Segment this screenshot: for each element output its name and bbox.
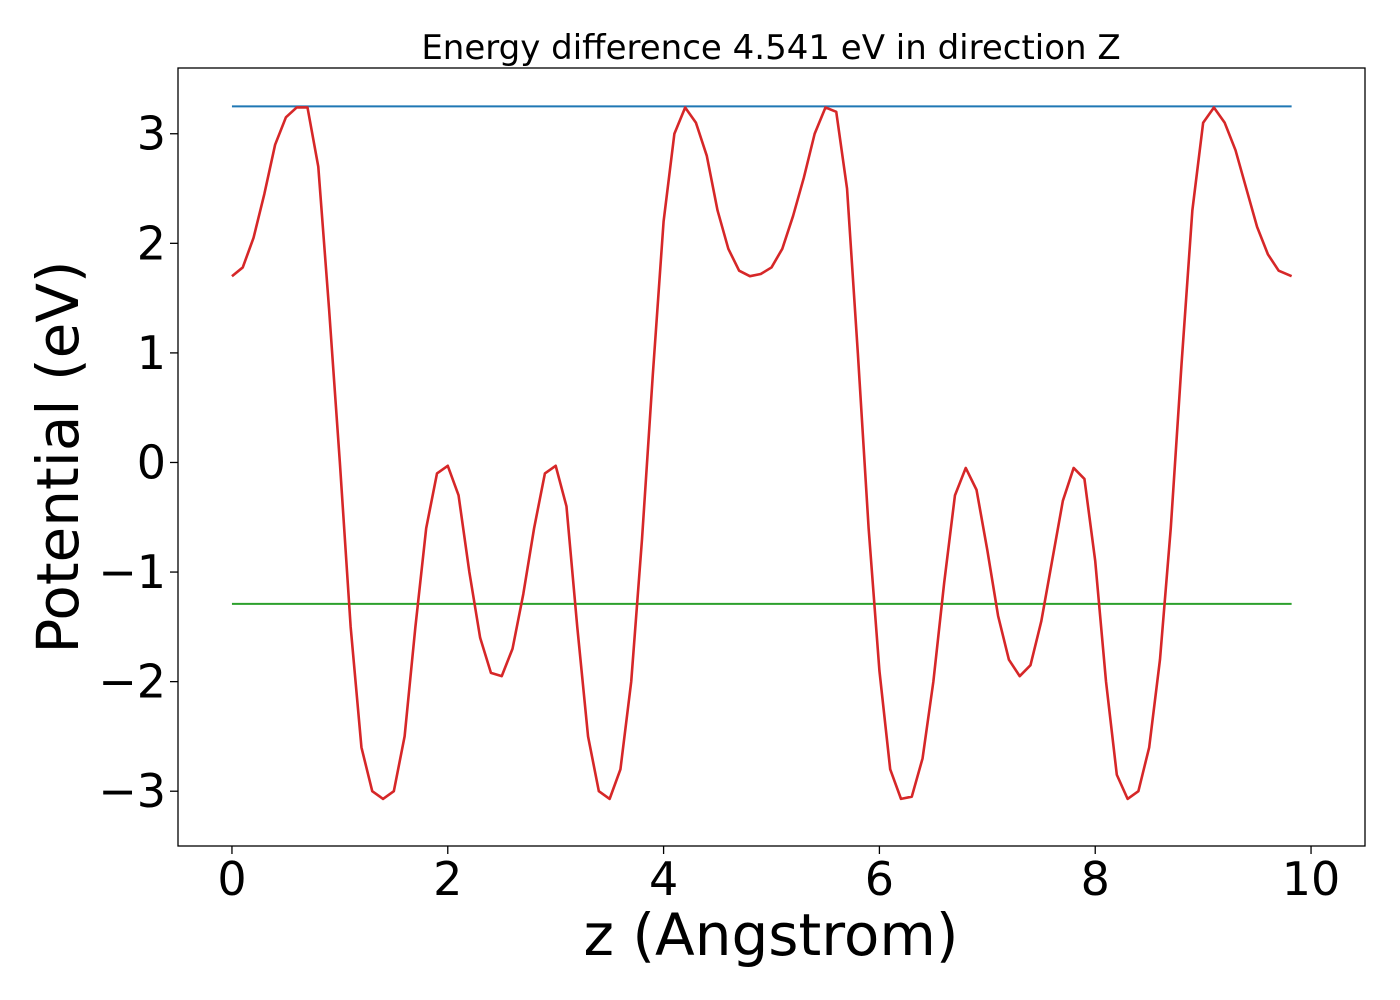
y-tick-label: 0	[137, 435, 166, 489]
x-axis-label: z (Angstrom)	[584, 901, 959, 969]
y-tick-label: −3	[98, 764, 166, 818]
plot-frame	[177, 67, 1366, 847]
x-axis-ticks: 0 2 4 6 8 10	[217, 846, 1340, 906]
series-layer	[231, 105, 1293, 801]
y-tick-label: 3	[137, 107, 166, 161]
x-tick-label: 10	[1282, 852, 1341, 906]
y-tick-label: −2	[98, 655, 166, 709]
chart-title: Energy difference 4.541 eV in direction …	[421, 28, 1120, 68]
x-tick-label: 2	[433, 852, 462, 906]
y-tick-label: −1	[98, 545, 166, 599]
x-tick-label: 4	[649, 852, 678, 906]
y-axis-ticks: −3 −2 −1 0 1 2 3	[98, 107, 178, 818]
x-tick-label: 6	[865, 852, 894, 906]
y-tick-label: 2	[137, 216, 166, 270]
y-tick-label: 1	[137, 326, 166, 380]
series-line-2	[231, 106, 1293, 801]
x-tick-label: 0	[217, 852, 246, 906]
y-axis-label: Potential (eV)	[24, 260, 92, 653]
x-tick-label: 8	[1081, 852, 1110, 906]
